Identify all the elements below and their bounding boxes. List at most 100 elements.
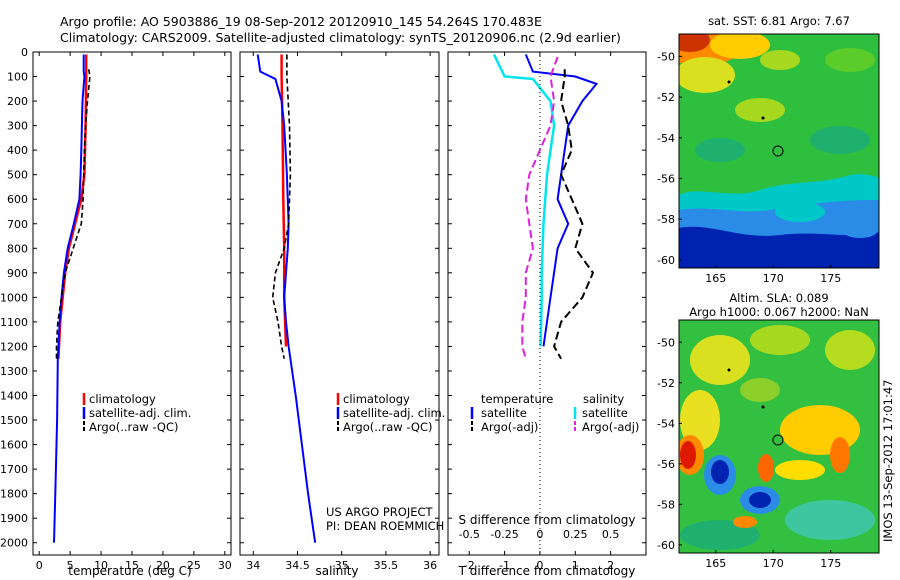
project-credit: US ARGO PROJECT — [326, 505, 434, 519]
temperature-xlabel: temperature (deg C) — [68, 564, 191, 578]
pi-credit: PI: DEAN ROEMMICH — [326, 519, 444, 533]
difference-xlabel-top: S difference from climatology — [459, 513, 636, 527]
sst-map-frame — [678, 33, 880, 269]
depth-tick-label: 400 — [7, 144, 28, 157]
depth-tick-label: 1600 — [0, 439, 28, 452]
temperature-panel: 0100200300400500600700800900100011001200… — [0, 46, 232, 578]
legend-satellite-label: satellite-adj. clim. — [343, 406, 445, 420]
legend-temp-argo-label: Argo(-adj) — [481, 420, 538, 434]
temperature-xtick-label: 0 — [36, 559, 43, 572]
legend-argo-label: Argo(..raw -QC) — [89, 420, 179, 434]
map-lat-label: -58 — [657, 213, 675, 226]
map-lat-label: -60 — [657, 539, 675, 552]
salinity-xtick-label: 34 — [246, 559, 260, 572]
legend-climatology-label: climatology — [343, 392, 410, 406]
salinity-xtick-label: 34.5 — [285, 559, 310, 572]
difference-xtick-label: 1 — [572, 559, 579, 572]
s-diff-tick-label: 0 — [536, 528, 543, 541]
depth-tick-label: 1100 — [0, 316, 28, 329]
depth-tick-label: 1900 — [0, 512, 28, 525]
depth-tick-label: 200 — [7, 95, 28, 108]
map-lon-label: 170 — [763, 557, 784, 570]
temperature-axes-box — [32, 51, 232, 556]
depth-tick-label: 500 — [7, 169, 28, 182]
map-lon-label: 165 — [705, 557, 726, 570]
legend-temperature-title: temperature — [481, 392, 553, 406]
s-diff-tick-label: 0.5 — [602, 528, 620, 541]
map-lon-label: 175 — [820, 557, 841, 570]
depth-tick-label: 1800 — [0, 488, 28, 501]
difference-series-temp-satellite — [524, 54, 599, 347]
temperature-xtick-label: 5 — [67, 559, 74, 572]
temperature-series-argo — [55, 69, 91, 359]
depth-tick-label: 800 — [7, 242, 28, 255]
depth-tick-label: 600 — [7, 193, 28, 206]
depth-tick-label: 1000 — [0, 291, 28, 304]
difference-xtick-label: 2 — [607, 559, 614, 572]
temperature-xtick-label: 30 — [218, 559, 232, 572]
map-lat-label: -52 — [657, 91, 675, 104]
legend-sal-satellite-label: satellite — [582, 406, 628, 420]
map-lat-label: -60 — [657, 254, 675, 267]
temperature-xtick-label: 25 — [187, 559, 201, 572]
map-lat-label: -52 — [657, 377, 675, 390]
depth-tick-label: 700 — [7, 218, 28, 231]
header-title-line2: Climatology: CARS2009. Satellite-adjuste… — [60, 30, 621, 45]
depth-tick-label: 1500 — [0, 414, 28, 427]
difference-axes-box — [447, 51, 647, 556]
salinity-xlabel: salinity — [315, 564, 358, 578]
difference-xtick-label: -1 — [499, 559, 510, 572]
legend-sal-argo-label: Argo(-adj) — [582, 420, 639, 434]
map-lat-label: -58 — [657, 498, 675, 511]
depth-tick-label: 100 — [7, 71, 28, 84]
depth-tick-label: 0 — [21, 46, 28, 59]
sst-map-title: sat. SST: 6.81 Argo: 7.67 — [708, 14, 850, 28]
salinity-legend: climatology satellite-adj. clim. Argo(..… — [336, 392, 445, 434]
s-diff-tick-label: 0.25 — [563, 528, 588, 541]
salinity-axes-box — [239, 51, 440, 556]
sst-map-panel: sat. SST: 6.81 Argo: 7.67 165 170 175-50-5 — [657, 14, 880, 285]
depth-tick-label: 2000 — [0, 537, 28, 550]
depth-tick-label: 1200 — [0, 340, 28, 353]
difference-xlabel-bottom: T difference from climatology — [458, 564, 636, 578]
difference-series-temp-argo — [553, 69, 595, 360]
difference-series-sal-satellite — [492, 53, 556, 347]
temperature-xtick-label: 20 — [156, 559, 170, 572]
map-lon-label: 165 — [705, 272, 726, 285]
salinity-panel: 34 34.5 35 35.5 36 salinity climatology sate… — [239, 51, 445, 578]
map-lat-label: -54 — [657, 132, 675, 145]
depth-tick-label: 900 — [7, 267, 28, 280]
header-title-line1: Argo profile: AO 5903886_19 08-Sep-2012 … — [60, 14, 542, 29]
sla-map-field — [679, 320, 879, 553]
argo-float-marker — [772, 434, 784, 446]
salinity-xtick-label: 36 — [423, 559, 437, 572]
salinity-series-argo — [271, 54, 292, 359]
difference-xtick-label: -2 — [464, 559, 475, 572]
depth-tick-label: 300 — [7, 120, 28, 133]
map-lat-label: -50 — [657, 50, 675, 63]
difference-series-sal-argo — [521, 56, 559, 359]
sla-map-title-line1: Altim. SLA: 0.089 — [729, 291, 828, 305]
salinity-xtick-label: 35 — [335, 559, 349, 572]
difference-panel: -2 -1 0 1 2 -0.5 -0.25 0 0.25 0.5 T difference fr… — [447, 51, 647, 578]
imos-credit: IMOS 13-Sep-2012 17:01:47 — [881, 380, 895, 543]
salinity-xtick-label: 35.5 — [374, 559, 399, 572]
map-lon-label: 170 — [763, 272, 784, 285]
legend-temp-satellite-label: satellite — [481, 406, 527, 420]
sst-map-field — [679, 34, 879, 268]
legend-climatology-label: climatology — [89, 392, 156, 406]
temperature-series-satellite — [53, 54, 86, 543]
depth-tick-label: 1300 — [0, 365, 28, 378]
map-lon-label: 175 — [820, 272, 841, 285]
difference-legend: temperature salinity satellite Argo(-adj… — [470, 392, 639, 434]
argo-float-marker — [772, 145, 784, 157]
map-lat-label: -54 — [657, 417, 675, 430]
difference-xtick-label: 0 — [536, 559, 543, 572]
s-diff-tick-label: -0.5 — [458, 528, 479, 541]
temperature-xtick-label: 15 — [125, 559, 139, 572]
legend-satellite-label: satellite-adj. clim. — [89, 406, 191, 420]
legend-salinity-title: salinity — [583, 392, 624, 406]
sla-map-panel: Altim. SLA: 0.089 Argo h1000: 0.067 h200… — [657, 291, 880, 570]
salinity-series-satellite — [256, 54, 317, 543]
